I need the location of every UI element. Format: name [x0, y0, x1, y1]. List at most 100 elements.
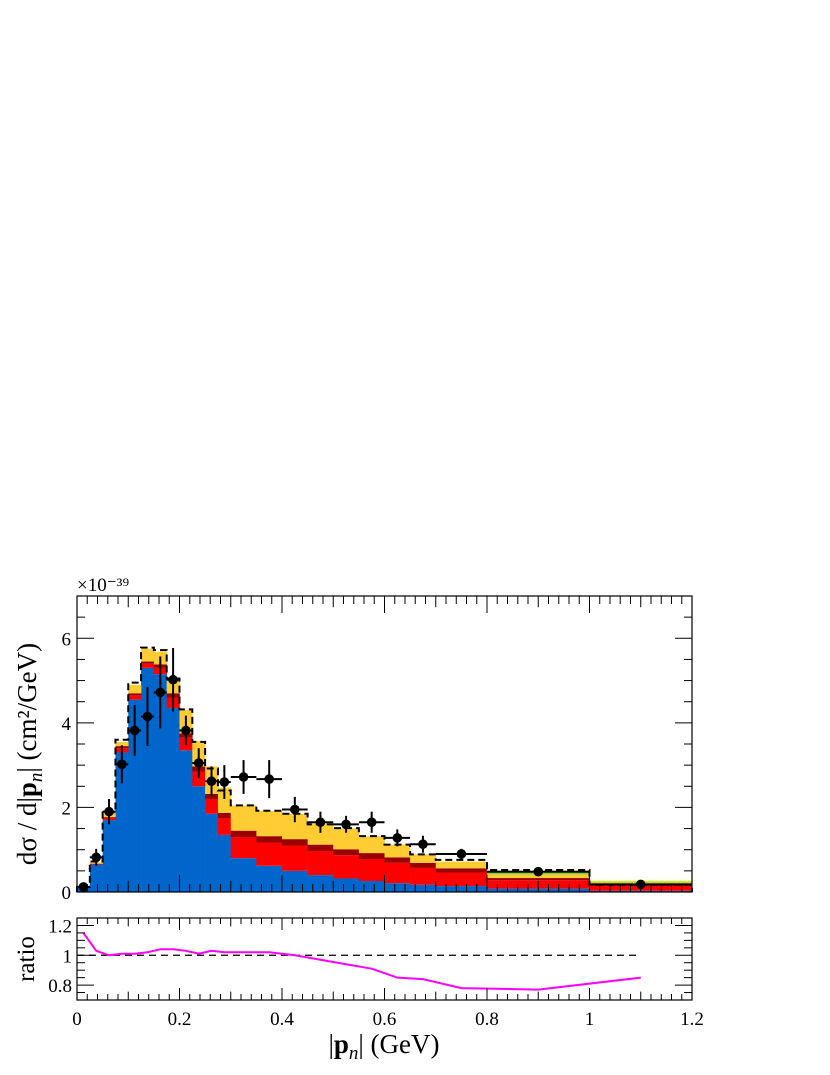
- ratio-plot-frame: [76, 917, 693, 1001]
- x-tick-label: 1.2: [680, 1009, 704, 1030]
- ratio-y-axis-label: ratio: [13, 936, 40, 982]
- bar-segment: [333, 849, 360, 856]
- data-point: [193, 758, 204, 768]
- data-point: [238, 772, 249, 782]
- y-tick-label: 4: [62, 714, 72, 735]
- bar-segment: [217, 834, 232, 892]
- main-x-ticks: [76, 596, 693, 892]
- bar-segment: [256, 836, 283, 843]
- data-point: [91, 852, 102, 863]
- y-tick-label: 0: [62, 883, 72, 904]
- data-point: [206, 776, 217, 787]
- bar-segment: [410, 854, 437, 863]
- x-tick-label: 0: [72, 1009, 82, 1030]
- ratio-panel: 0.8 1 1.2 0 0.2 0.4 0.6 0.8 1 1.2 ratio |pn| (Ge…: [13, 916, 704, 1064]
- bar-segment: [205, 798, 219, 814]
- bar-segment: [115, 752, 129, 892]
- x-tick-label: 1: [585, 1009, 595, 1030]
- ratio-y-tick-label: 1: [63, 946, 73, 967]
- bar-segment: [282, 839, 308, 846]
- bar-segment: [230, 858, 257, 892]
- y-axis-exponent: ×10⁻³⁹: [77, 575, 129, 596]
- bar-segment: [435, 861, 488, 869]
- data-point: [155, 687, 166, 698]
- bar-segment: [141, 663, 155, 668]
- bar-segment: [141, 667, 155, 892]
- bar-segment: [358, 859, 385, 882]
- data-point: [78, 882, 89, 892]
- bar-segment: [307, 875, 334, 892]
- main-panel: 0 2 4 6 ×10⁻³⁹ dσ / d|pn| (cm²/GeV): [12, 575, 693, 904]
- x-tick-label: 0.4: [270, 1009, 294, 1030]
- data-point: [104, 806, 114, 817]
- bar-segment: [384, 857, 411, 863]
- bar-segment: [307, 850, 334, 876]
- bar-segment: [89, 864, 103, 892]
- bar-segment: [141, 648, 155, 662]
- bar-segment: [230, 805, 257, 831]
- bar-segment: [435, 868, 488, 873]
- bar-segment: [128, 693, 142, 696]
- data-point: [418, 839, 428, 850]
- data-point: [129, 725, 140, 736]
- main-y-ticks: 0 2 4 6: [62, 595, 692, 904]
- bar-segment: [384, 844, 411, 858]
- data-point: [392, 833, 403, 843]
- bar-segment: [205, 813, 219, 892]
- bar-segment: [487, 878, 590, 881]
- bar-segment: [282, 845, 308, 871]
- bar-segment: [256, 865, 283, 892]
- bar-segment: [307, 844, 334, 851]
- bar-segment: [410, 867, 437, 885]
- bar-segment: [307, 823, 334, 845]
- data-point: [366, 817, 377, 828]
- bar-segment: [192, 786, 206, 892]
- bar-segment: [205, 793, 219, 799]
- bar-segment: [153, 674, 167, 892]
- bar-segment: [179, 750, 193, 892]
- bar-segment: [166, 708, 180, 892]
- bar-segment: [217, 812, 232, 818]
- bar-segment: [410, 862, 437, 868]
- x-tick-label: 0.8: [475, 1009, 499, 1030]
- x-tick-label: 0.6: [373, 1009, 397, 1030]
- bar-segment: [282, 870, 308, 892]
- bar-segment: [128, 699, 142, 892]
- measured-data-points: [77, 648, 692, 892]
- stacked-histogram: [77, 648, 693, 892]
- y-tick-label: 2: [62, 798, 72, 819]
- bar-segment: [256, 842, 283, 866]
- data-point: [290, 804, 300, 815]
- bar-segment: [333, 855, 360, 879]
- bar-segment: [115, 741, 129, 747]
- bar-segment: [230, 830, 257, 838]
- ratio-line: [82, 932, 641, 991]
- bar-segment: [333, 828, 360, 850]
- data-point: [456, 849, 467, 859]
- main-y-axis-label: dσ / d|pn| (cm²/GeV): [12, 643, 47, 865]
- data-point: [533, 866, 544, 877]
- bar-segment: [435, 872, 488, 887]
- data-point: [341, 819, 351, 830]
- bar-segment: [128, 695, 142, 700]
- data-point: [181, 725, 191, 736]
- data-point: [219, 777, 230, 787]
- ratio-y-tick-label: 0.8: [48, 976, 72, 997]
- data-point: [315, 817, 326, 828]
- bar-segment: [384, 862, 411, 884]
- bar-segment: [358, 836, 385, 854]
- bar-segment: [217, 787, 232, 813]
- y-tick-label: 6: [62, 629, 72, 650]
- bar-segment: [192, 771, 206, 787]
- bar-segment: [217, 818, 232, 835]
- data-point: [168, 674, 178, 685]
- bar-segment: [435, 886, 488, 892]
- bar-segment: [230, 837, 257, 859]
- bar-segment: [256, 810, 283, 837]
- ratio-y-tick-label: 1.2: [48, 916, 72, 937]
- data-point: [117, 759, 127, 770]
- x-tick-label: 0.2: [168, 1009, 192, 1030]
- bar-segment: [410, 884, 437, 892]
- bar-segment: [358, 881, 385, 892]
